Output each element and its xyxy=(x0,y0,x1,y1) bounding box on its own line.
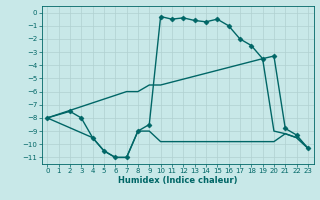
X-axis label: Humidex (Indice chaleur): Humidex (Indice chaleur) xyxy=(118,176,237,185)
